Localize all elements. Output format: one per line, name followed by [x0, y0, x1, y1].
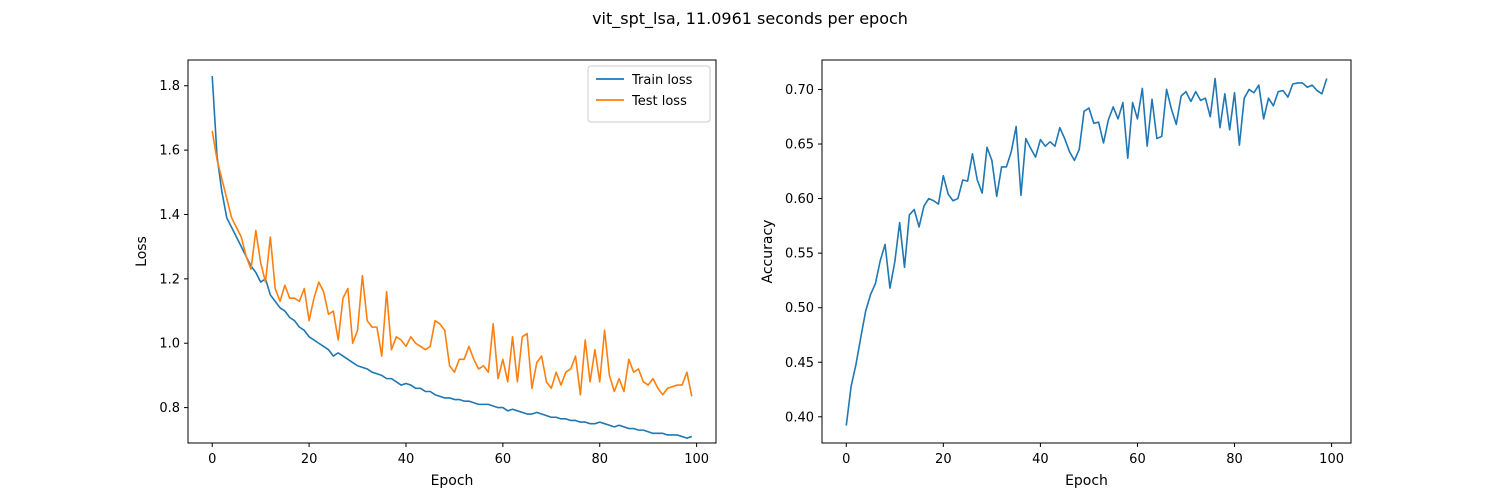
loss-axes: 0 20 40 60 80 100 0.8 1.0 1.2 1.4 1.6 1.8 Epoch Loss T… — [134, 59, 717, 489]
accuracy-axes: 0 20 40 60 80 100 0.40 0.45 0.50 0.55 0.60 0.65 0.70… — [760, 59, 1352, 489]
x-tick-label: 60 — [1129, 452, 1146, 467]
x-tick-label: 20 — [301, 452, 318, 467]
y-tick-label: 1.2 — [159, 272, 180, 287]
legend-box — [587, 65, 711, 123]
y-axis-label: Accuracy — [760, 220, 776, 284]
y-tick-label: 1.6 — [159, 144, 180, 159]
x-tick-label: 100 — [684, 452, 709, 467]
axes-frame — [187, 59, 717, 444]
y-tick-label: 1.4 — [159, 208, 180, 223]
x-axis-label: Epoch — [1065, 473, 1108, 489]
train-loss-series-line — [211, 76, 693, 439]
test-loss-series-line — [211, 130, 693, 397]
accuracy-series-line — [845, 77, 1328, 426]
x-tick-label: 100 — [1319, 452, 1344, 467]
x-tick-label: 40 — [398, 452, 415, 467]
x-tick-label: 0 — [842, 452, 850, 467]
x-tick-label: 60 — [495, 452, 512, 467]
y-tick-label: 1.0 — [159, 337, 180, 352]
y-tick-label: 0.8 — [159, 401, 180, 416]
y-tick-label: 0.55 — [785, 247, 814, 262]
y-axis-label: Loss — [134, 236, 150, 267]
figure-title: vit_spt_lsa, 11.0961 seconds per epoch — [592, 9, 908, 29]
y-tick-label: 0.65 — [785, 138, 814, 153]
x-tick-label: 80 — [591, 452, 608, 467]
legend-label: Test loss — [631, 94, 687, 109]
y-tick-label: 0.50 — [785, 301, 814, 316]
legend-label: Train loss — [631, 73, 693, 88]
x-tick-label: 0 — [208, 452, 216, 467]
y-tick-label: 0.60 — [785, 192, 814, 207]
y-tick-label: 1.8 — [159, 79, 180, 94]
x-tick-label: 80 — [1226, 452, 1243, 467]
x-axis-label: Epoch — [431, 473, 474, 489]
y-tick-label: 0.45 — [785, 356, 814, 371]
axes-frame — [821, 59, 1352, 444]
y-tick-label: 0.70 — [785, 83, 814, 98]
x-tick-label: 40 — [1032, 452, 1049, 467]
x-tick-label: 20 — [935, 452, 952, 467]
y-tick-label: 0.40 — [785, 410, 814, 425]
